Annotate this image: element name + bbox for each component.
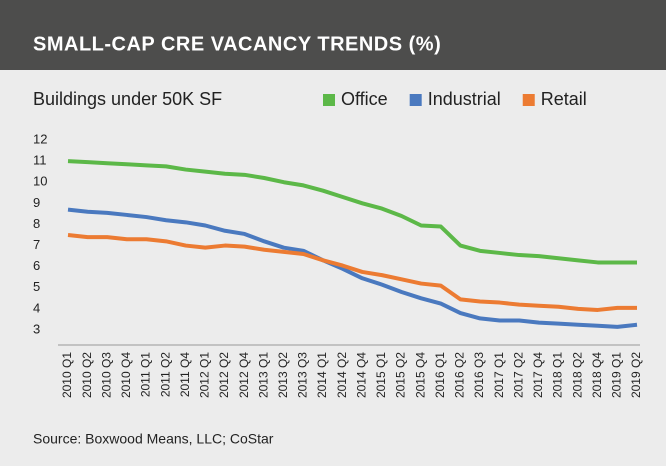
x-tick-label: 2015 Q2 [394, 352, 408, 398]
legend-label: Office [341, 89, 388, 109]
x-tick-label: 2015 Q1 [374, 352, 388, 398]
x-tick-label: 2011 Q2 [158, 352, 172, 397]
y-tick-label: 6 [33, 258, 40, 273]
x-tick-label: 2017 Q4 [531, 352, 545, 398]
x-tick-label: 2012 Q1 [198, 352, 212, 398]
legend-swatch [323, 94, 335, 106]
x-tick-label: 2012 Q2 [217, 352, 231, 398]
x-tick-label: 2011 Q1 [139, 352, 153, 397]
source: Source: Boxwood Means, LLC; CoStar [33, 431, 274, 447]
x-tick-label: 2018 Q4 [590, 352, 604, 398]
legend-label: Retail [541, 89, 587, 109]
x-tick-label: 2017 Q2 [511, 352, 525, 398]
x-tick-label: 2013 Q1 [256, 352, 270, 398]
y-tick-label: 7 [33, 237, 40, 252]
y-tick-label: 5 [33, 279, 40, 294]
x-tick-label: 2016 Q2 [453, 352, 467, 398]
x-tick-label: 2014 Q2 [335, 352, 349, 398]
y-tick-label: 12 [33, 131, 47, 146]
x-tick-label: 2012 Q4 [237, 352, 251, 398]
header-band [0, 0, 666, 70]
legend-swatch [409, 94, 422, 106]
subtitle: Buildings under 50K SF [33, 89, 222, 109]
series-line [67, 207, 638, 329]
x-tick-label: 2016 Q1 [433, 352, 447, 398]
y-tick-label: 3 [33, 321, 40, 336]
x-tick-label: 2014 Q1 [315, 352, 329, 398]
series-line [67, 233, 637, 312]
legend-label: Industrial [428, 89, 501, 109]
chart-title: SMALL-CAP CRE VACANCY TRENDS (%) [33, 33, 441, 55]
y-tick-label: 4 [33, 300, 40, 315]
y-tick-label: 8 [33, 216, 40, 231]
legend-swatch [522, 94, 535, 106]
x-tick-label: 2010 Q3 [99, 352, 113, 398]
x-tick-label: 2015 Q4 [413, 352, 427, 398]
x-tick-label: 2019 Q1 [610, 352, 624, 398]
x-tick-label: 2018 Q1 [551, 352, 565, 398]
x-tick-label: 2016 Q3 [472, 352, 486, 398]
y-tick-label: 11 [33, 153, 47, 168]
x-tick-label: 2010 Q2 [80, 352, 94, 398]
x-tick-label: 2011 Q4 [178, 352, 192, 397]
x-tick-label: 2018 Q2 [570, 352, 584, 398]
x-tick-label: 2013 Q2 [276, 352, 290, 398]
x-tick-label: 2010 Q4 [119, 352, 133, 398]
x-tick-label: 2017 Q1 [492, 352, 506, 398]
x-tick-label: 2013 Q3 [296, 352, 310, 398]
y-tick-label: 9 [33, 195, 40, 210]
y-tick-label: 10 [33, 174, 47, 189]
x-tick-label: 2010 Q1 [60, 352, 74, 398]
x-tick-label: 2019 Q2 [629, 352, 643, 398]
x-tick-label: 2014 Q4 [354, 352, 368, 398]
series-line [67, 159, 637, 265]
